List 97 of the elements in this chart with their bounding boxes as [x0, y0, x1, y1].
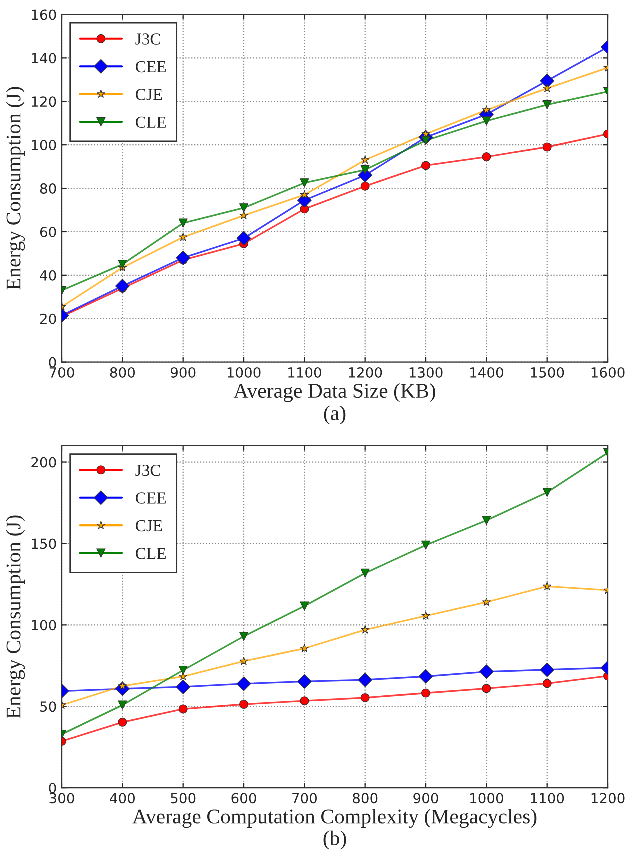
- x-tick-label: 1600: [592, 367, 625, 378]
- x-tick-label: 1500: [531, 367, 564, 378]
- legend-label: CJE: [136, 89, 162, 100]
- y-tick-label: 40: [40, 270, 56, 281]
- point: [421, 688, 431, 698]
- y-tick-label: 150: [32, 538, 56, 550]
- legend-label: CEE: [136, 492, 166, 504]
- point: [300, 178, 310, 188]
- legend-label: CLE: [136, 116, 166, 128]
- x-tick-label: 700: [50, 367, 74, 378]
- text: (a): [324, 406, 346, 425]
- point: [543, 582, 552, 590]
- point: [540, 74, 555, 88]
- point: [421, 161, 431, 170]
- x-tick-label: 1400: [470, 367, 504, 378]
- x-tick-label: 500: [171, 793, 196, 804]
- y-tick-label: 0: [49, 783, 56, 794]
- y-tick-label: 60: [40, 226, 56, 238]
- x-tick-label: 700: [292, 793, 318, 804]
- point: [236, 231, 252, 246]
- point: [300, 190, 309, 199]
- point: [178, 666, 188, 675]
- legend-label: J3C: [136, 464, 160, 476]
- point: [300, 602, 310, 611]
- point: [118, 718, 128, 727]
- point: [540, 662, 555, 678]
- point: [542, 100, 552, 110]
- point: [360, 693, 370, 702]
- point: [542, 488, 552, 498]
- point: [236, 676, 252, 692]
- point: [543, 84, 552, 92]
- point: [542, 142, 552, 152]
- point: [482, 598, 491, 606]
- point: [297, 674, 312, 689]
- point: [482, 152, 492, 162]
- point: [479, 664, 494, 680]
- y-axis-title: Energy Consumption (J): [6, 87, 26, 290]
- point: [300, 644, 309, 652]
- point: [482, 684, 492, 694]
- point: [118, 700, 128, 710]
- y-tick-label: 80: [40, 183, 56, 194]
- y-tick-label: 50: [40, 702, 56, 712]
- y-axis-title: Energy Consumption (J): [6, 516, 26, 719]
- point: [418, 669, 434, 684]
- point: [239, 204, 249, 213]
- point: [115, 279, 130, 294]
- point: [178, 704, 188, 714]
- point: [421, 540, 431, 550]
- legend-label: CEE: [136, 61, 166, 73]
- x-tick-label: 600: [232, 793, 256, 804]
- legend-label: CLE: [136, 548, 166, 560]
- x-tick-label: 400: [110, 793, 136, 804]
- x-axis-title: Average Data Size (KB): [234, 383, 436, 402]
- y-tick-label: 200: [32, 457, 56, 468]
- point: [360, 182, 370, 191]
- legend-label: CJE: [136, 520, 162, 532]
- point: [239, 632, 249, 642]
- x-tick-label: 1000: [228, 367, 261, 378]
- point: [358, 672, 373, 688]
- y-tick-label: 100: [32, 620, 56, 631]
- point: [482, 516, 492, 526]
- point: [176, 250, 191, 266]
- x-tick-label: 1100: [531, 793, 564, 804]
- point: [240, 211, 248, 220]
- legend-label: J3C: [136, 34, 160, 45]
- point: [176, 680, 191, 694]
- point: [360, 568, 370, 578]
- y-tick-label: 0: [49, 357, 56, 368]
- x-tick-label: 1200: [349, 367, 382, 378]
- point: [300, 696, 310, 706]
- y-tick-label: 20: [40, 314, 56, 324]
- point: [239, 700, 249, 710]
- point: [360, 166, 370, 175]
- x-tick-label: 900: [414, 793, 438, 804]
- text: (b): [324, 830, 346, 850]
- y-tick-label: 160: [32, 10, 56, 20]
- point: [178, 218, 188, 228]
- point: [361, 156, 370, 164]
- y-tick-label: 100: [32, 140, 56, 151]
- x-tick-label: 1200: [592, 793, 625, 804]
- point: [240, 656, 248, 666]
- x-tick-label: 800: [353, 793, 378, 804]
- x-tick-label: 900: [170, 367, 196, 378]
- point: [179, 232, 188, 242]
- x-tick-label: 1300: [410, 367, 443, 378]
- x-tick-label: 1100: [288, 367, 322, 378]
- x-axis-title: Average Computation Complexity (Megacycles): [132, 809, 537, 828]
- point: [482, 116, 492, 126]
- point: [118, 260, 128, 270]
- x-tick-label: 1000: [470, 793, 504, 804]
- point: [422, 612, 430, 620]
- y-tick-label: 120: [32, 96, 56, 108]
- x-tick-label: 300: [50, 793, 74, 804]
- y-tick-label: 140: [32, 53, 56, 64]
- x-tick-label: 800: [110, 367, 136, 378]
- point: [542, 679, 552, 688]
- point: [361, 626, 370, 634]
